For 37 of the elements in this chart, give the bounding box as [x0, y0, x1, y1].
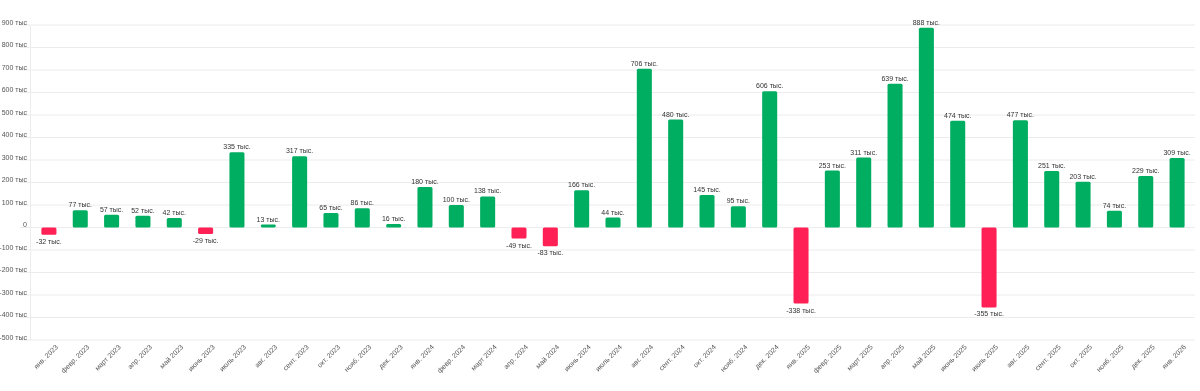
bar: [1169, 157, 1185, 228]
bar: [730, 206, 746, 228]
bar: [981, 227, 997, 308]
bar: [480, 196, 496, 228]
bar: [699, 194, 715, 228]
bar: [72, 210, 88, 228]
bar: [856, 157, 872, 228]
bar: [260, 224, 276, 228]
bar: [574, 190, 590, 228]
bar: [511, 227, 527, 239]
bar: [542, 227, 558, 247]
bar: [1075, 181, 1091, 228]
bar: [354, 208, 370, 228]
bar: [135, 215, 151, 228]
bar: [448, 205, 464, 228]
bar: [1138, 175, 1154, 228]
bar: [1012, 120, 1028, 228]
bar: [605, 217, 621, 228]
bar: [824, 170, 840, 228]
bar: [417, 187, 433, 228]
bar: [636, 68, 652, 228]
bar: [229, 152, 245, 228]
bar: [762, 91, 778, 228]
bar: [386, 223, 402, 228]
bar: [1044, 171, 1060, 228]
bar: [198, 227, 214, 235]
bar: [323, 212, 339, 228]
bar: [950, 120, 966, 228]
bar: [918, 27, 934, 228]
bar: [166, 218, 182, 228]
bar: [793, 227, 809, 304]
bar: [887, 83, 903, 228]
bar: [668, 119, 684, 228]
bar: [292, 156, 308, 228]
bar: [1106, 210, 1122, 228]
bar: [41, 227, 57, 235]
bar: [104, 214, 120, 228]
